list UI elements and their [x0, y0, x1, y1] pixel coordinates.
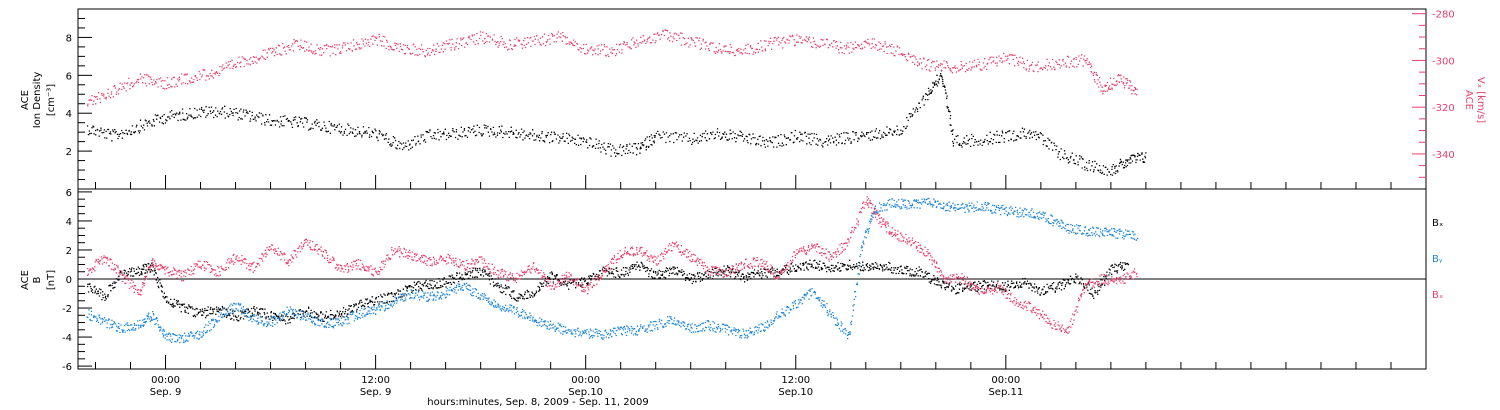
x-tick-time-label: 00:00 — [151, 375, 180, 386]
legend-entry: Bₓ — [1432, 290, 1443, 301]
bottom-left-tick-label: 2 — [66, 246, 72, 257]
top-ylabel-left-line1: ACE — [20, 90, 31, 110]
bottom-left-tick-label: 6 — [66, 188, 72, 199]
legend-entry: Bᵧ — [1432, 254, 1443, 265]
x-tick-date-label: Sep. 9 — [360, 387, 392, 398]
top-series — [86, 29, 1147, 176]
top-right-ticks: -280 -300 -320 -340 — [1412, 10, 1455, 178]
x-tick-date-label: Sep.10 — [568, 387, 603, 398]
top-ylabel-right-line2: Vₓ [km/s] — [1475, 77, 1486, 123]
top-ylabel-left-unit: [cm⁻³] — [46, 84, 57, 116]
bottom-ylabel-line2: B — [32, 276, 43, 283]
top-right-tick-label: -340 — [1432, 150, 1455, 161]
bottom-left-tick-label: -2 — [62, 304, 72, 315]
bx-points — [87, 259, 1130, 325]
x-tick-time-label: 12:00 — [781, 375, 810, 386]
bottom-ylabel-unit: [nT] — [46, 270, 57, 290]
x-tick-time-label: 12:00 — [361, 375, 390, 386]
top-right-tick-label: -320 — [1432, 103, 1455, 114]
top-right-tick-label: -300 — [1432, 56, 1455, 67]
top-right-tick-label: -280 — [1432, 10, 1455, 21]
top-left-tick-label: 2 — [66, 147, 72, 158]
x-tick-time-label: 00:00 — [571, 375, 600, 386]
top-ylabel-right-line1: ACE — [1463, 90, 1474, 110]
ion-density-points — [86, 70, 1147, 176]
x-tick-date-label: Sep.11 — [988, 387, 1023, 398]
bottom-series — [86, 196, 1139, 344]
bz-points — [87, 196, 1138, 335]
top-panel: 2 4 6 8 -280 -300 -320 -340 ACE Ion Density [c… — [20, 8, 1486, 190]
x-tick-time-label: 00:00 — [991, 375, 1020, 386]
bottom-left-ticks: -6 -4 -2 0 2 4 6 — [62, 188, 92, 373]
top-left-tick-label: 6 — [66, 71, 72, 82]
legend-entry: Bₓ — [1432, 218, 1443, 229]
bottom-left-tick-label: 4 — [66, 217, 72, 228]
by-points — [86, 197, 1139, 344]
x-tick-date-label: Sep. 9 — [150, 387, 182, 398]
vx-points — [87, 29, 1138, 107]
bottom-ylabel-line1: ACE — [20, 270, 31, 290]
top-left-tick-label: 4 — [66, 109, 72, 120]
top-panel-frame — [77, 8, 1427, 190]
legend: Bₓ Bᵧ Bₓ — [1432, 218, 1443, 301]
bottom-left-tick-label: 0 — [66, 275, 72, 286]
x-tick-date-label: Sep.10 — [778, 387, 813, 398]
bottom-left-tick-label: -6 — [62, 362, 72, 373]
x-axis-label: hours:minutes, Sep. 8, 2009 - Sep. 11, 2… — [427, 397, 648, 408]
bottom-left-tick-label: -4 — [62, 333, 72, 344]
top-left-tick-label: 8 — [66, 33, 72, 44]
top-left-ticks: 2 4 6 8 — [66, 17, 92, 181]
top-ylabel-left-line2: Ion Density — [32, 72, 43, 129]
